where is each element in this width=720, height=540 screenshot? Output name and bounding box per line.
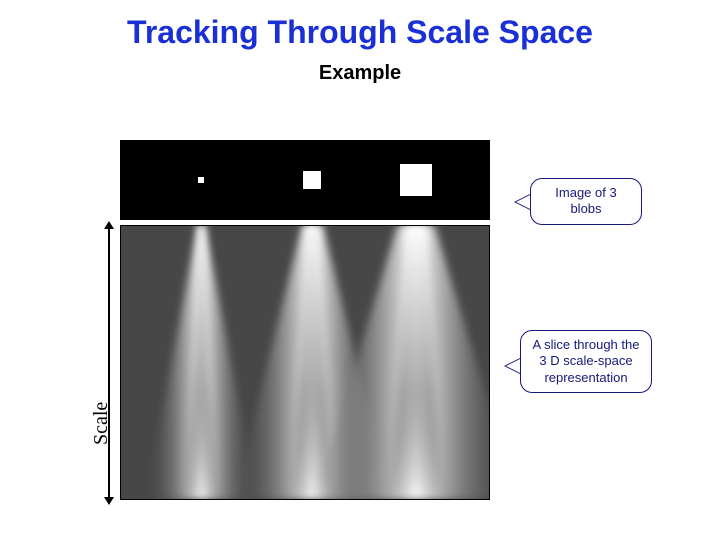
callout-scalespace: A slice through the 3 D scale-space repr… — [520, 330, 652, 393]
slide: Tracking Through Scale Space Example Sca… — [0, 0, 720, 540]
slide-subtitle: Example — [0, 62, 720, 85]
blob-2 — [303, 171, 321, 189]
blob-3 — [400, 164, 432, 196]
callout-scalespace-tail — [504, 358, 520, 374]
callout-blobs: Image of 3 blobs — [530, 178, 642, 225]
blob-1 — [198, 177, 204, 183]
slide-title: Tracking Through Scale Space — [0, 14, 720, 51]
figure — [120, 140, 490, 500]
scale-axis-label: Scale — [90, 402, 113, 445]
scale-space-image — [120, 225, 490, 500]
blob-image — [120, 140, 490, 220]
scale-axis: Scale — [90, 225, 114, 500]
callout-blobs-tail — [514, 194, 530, 210]
